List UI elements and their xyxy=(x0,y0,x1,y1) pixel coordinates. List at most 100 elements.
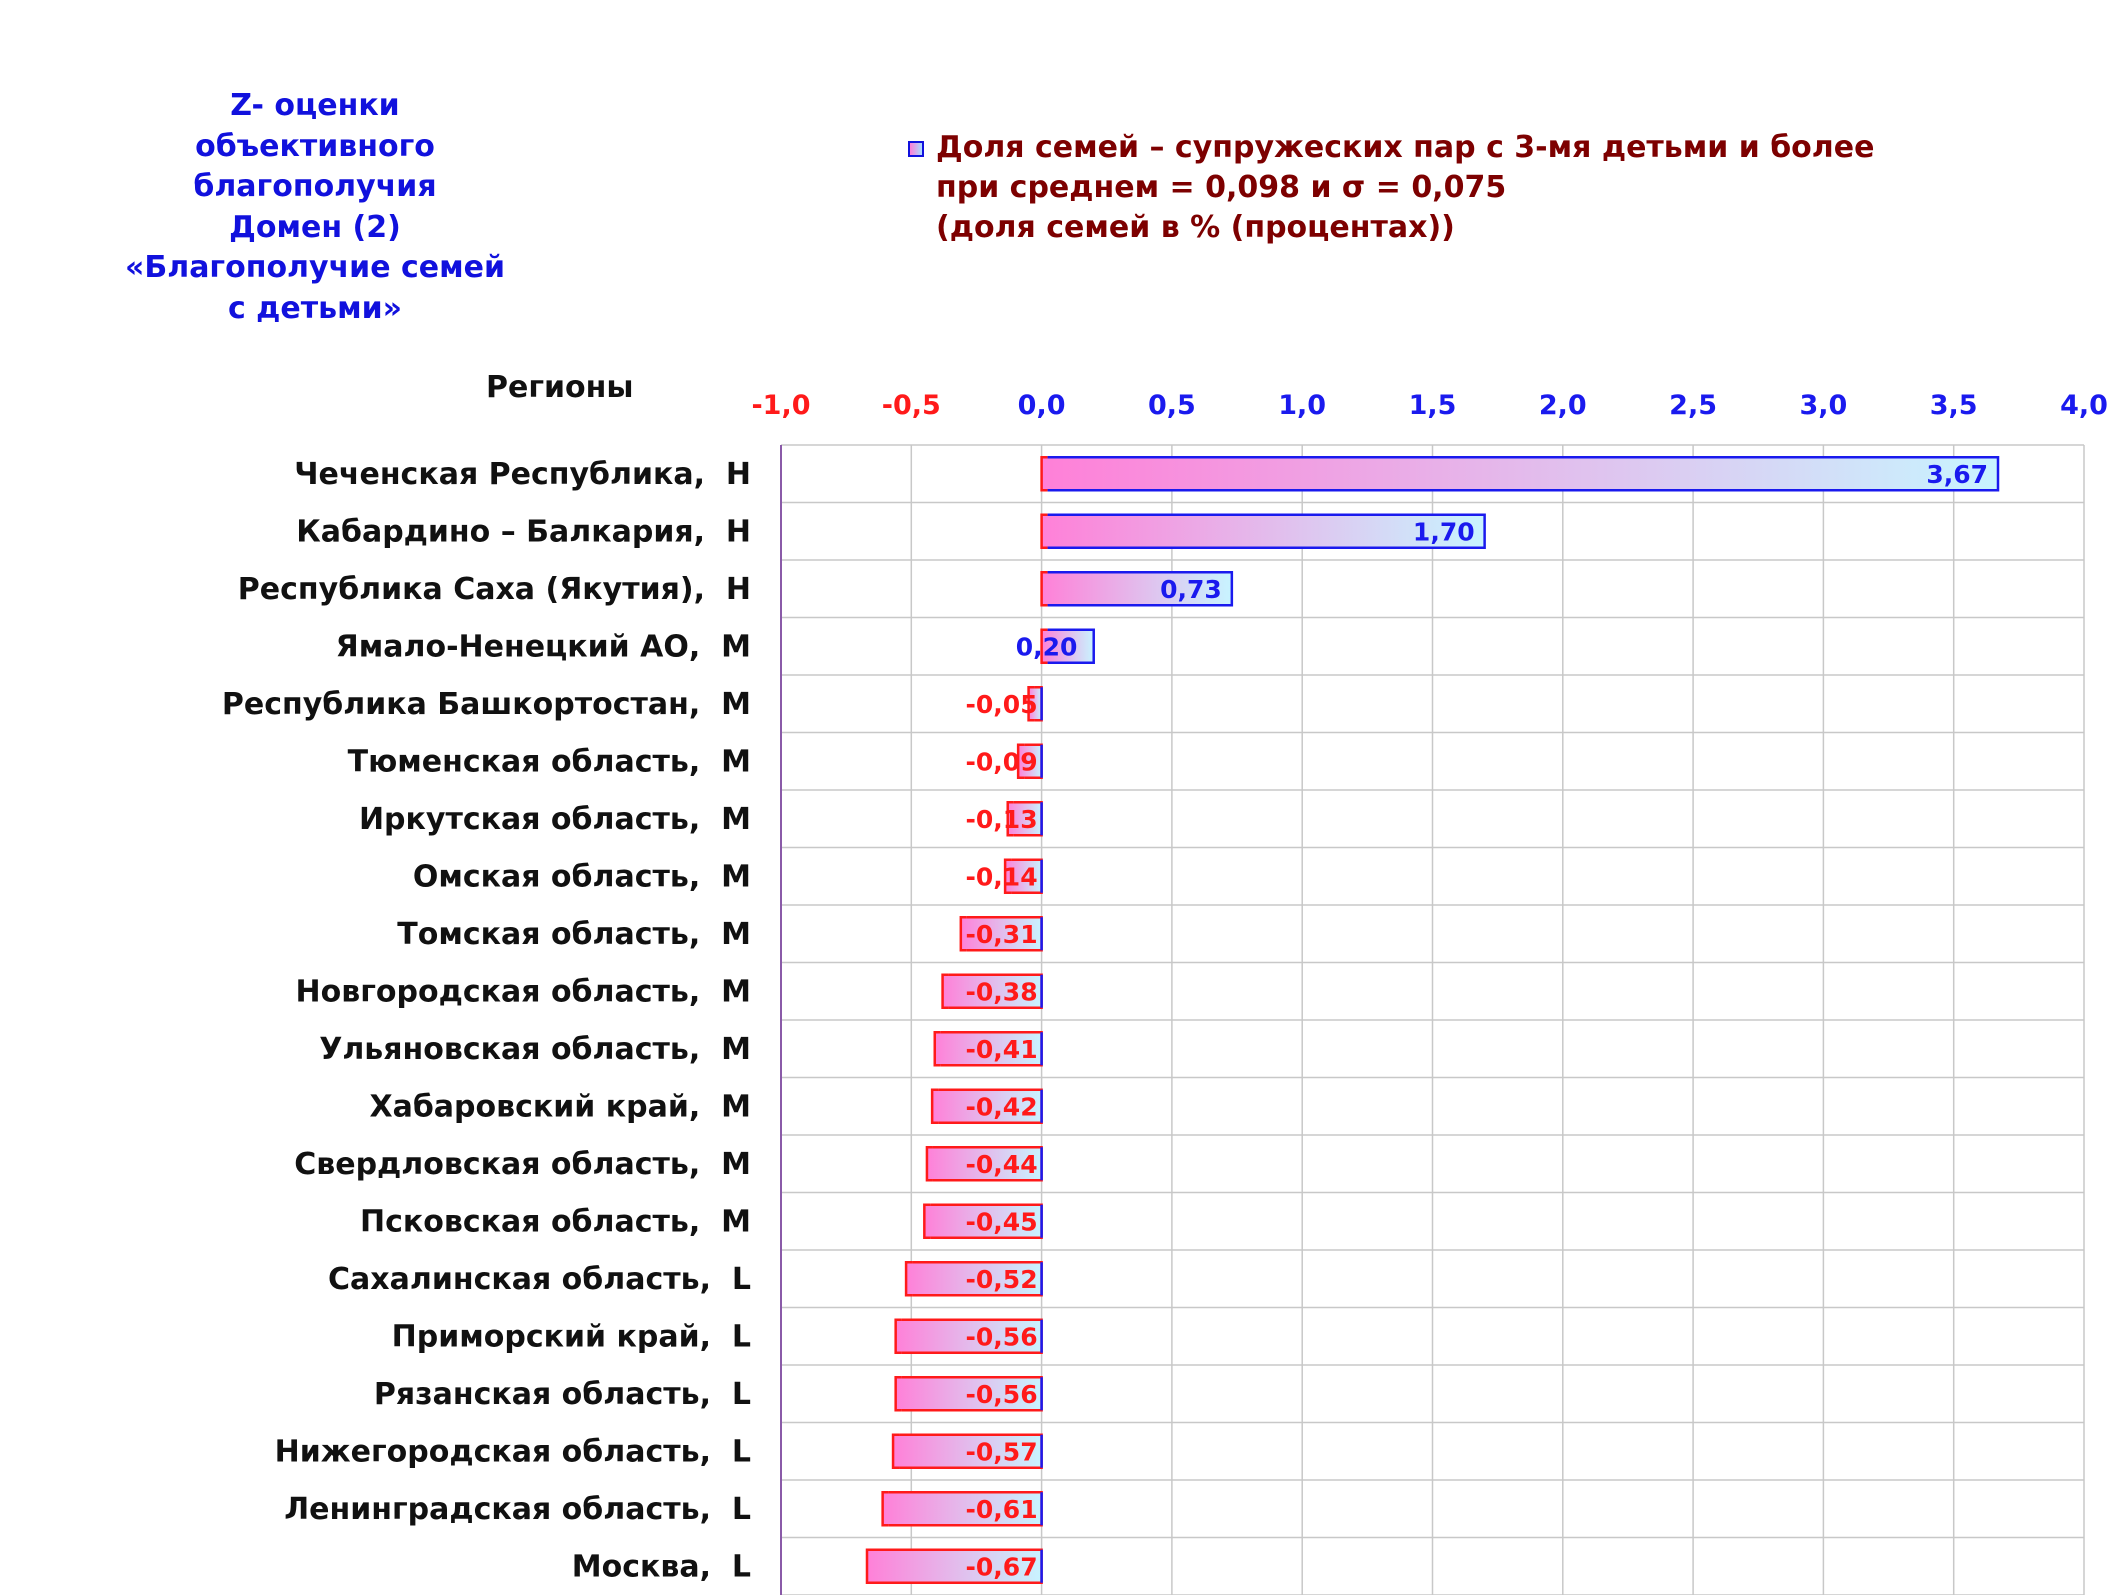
bar-outline-left xyxy=(1040,513,1048,549)
bar-group xyxy=(925,1146,1043,1182)
legend-line: (доля семей в % (процентах)) xyxy=(936,210,1455,245)
bar-group xyxy=(1016,743,1043,779)
bar-value-label: -0,31 xyxy=(966,920,1038,949)
side-title-line: благополучия xyxy=(193,169,437,204)
bar xyxy=(942,974,1042,1008)
bar xyxy=(895,1377,1042,1411)
x-tick-label: -1,0 xyxy=(751,390,810,421)
side-title-line: Домен (2) xyxy=(229,209,401,245)
bar-group xyxy=(933,1031,1043,1067)
bar-value-label: -0,44 xyxy=(966,1150,1038,1179)
chart-legend: Доля семей – супружеских пар с 3-мя деть… xyxy=(908,128,1874,248)
legend-line: при среднем = 0,098 и σ = 0,075 xyxy=(936,170,1507,205)
category-label: Иркутская область, M xyxy=(359,802,751,837)
category-label: Ульяновская область, M xyxy=(319,1032,751,1067)
x-tick-label: 0,0 xyxy=(1018,390,1066,421)
bar-group xyxy=(941,973,1043,1009)
bar-group xyxy=(881,1491,1043,1527)
bar-group xyxy=(891,1433,1043,1469)
bar-outline xyxy=(1047,513,1486,549)
bar-group xyxy=(1006,801,1043,837)
category-label: Нижегородская область, L xyxy=(275,1434,751,1469)
bar-outline-left xyxy=(891,1433,900,1469)
category-label: Томская область, M xyxy=(397,917,751,952)
bar-outline-left xyxy=(933,1031,941,1067)
bar-outline-left xyxy=(925,1146,933,1182)
bar-group xyxy=(865,1548,1043,1584)
category-label: Свердловская область, M xyxy=(294,1147,751,1182)
bar-outline-left xyxy=(1040,456,1048,492)
bar-value-label: -0,56 xyxy=(966,1322,1038,1351)
bar xyxy=(926,1147,1042,1181)
bar-outline-left xyxy=(1040,628,1048,664)
category-label: Омская область, M xyxy=(413,859,751,894)
bar xyxy=(882,1492,1042,1526)
bar-group xyxy=(904,1261,1043,1297)
bar-group xyxy=(1040,571,1234,607)
bar-value-label: -0,41 xyxy=(966,1035,1038,1064)
category-label: Приморский край, L xyxy=(392,1319,751,1354)
bar-outline-left xyxy=(904,1261,913,1297)
x-tick-label: 3,0 xyxy=(1799,390,1847,421)
bar xyxy=(932,1089,1042,1123)
side-title-line: «Благополучие семей xyxy=(124,250,506,285)
bar-value-label: -0,09 xyxy=(966,747,1038,776)
bar-outline-left xyxy=(941,973,949,1009)
bar-outline-left xyxy=(923,1203,931,1239)
x-tick-label: -0,5 xyxy=(882,390,941,421)
regions-axis-header: Регионы xyxy=(486,370,634,405)
bar-value-label: -0,67 xyxy=(966,1552,1038,1581)
bar-value-label: -0,05 xyxy=(966,690,1038,719)
category-label: Рязанская область, L xyxy=(374,1377,751,1412)
x-tick-label: 3,5 xyxy=(1930,390,1978,421)
bar-group xyxy=(894,1318,1043,1354)
bar-value-label: 0,73 xyxy=(1160,575,1222,604)
bar-value-label: -0,56 xyxy=(966,1380,1038,1409)
bar-group xyxy=(1040,456,2000,492)
bar-group xyxy=(1027,686,1043,722)
category-label: Республика Башкортостан, M xyxy=(222,687,751,722)
category-label: Ямало-Ненецкий АО, M xyxy=(336,629,751,664)
bar-outline-left xyxy=(959,916,967,952)
bar xyxy=(1028,687,1042,721)
bar xyxy=(906,1262,1042,1296)
bar xyxy=(1018,744,1042,778)
legend-swatch xyxy=(908,141,924,157)
bar xyxy=(1041,514,1485,548)
bar-outline-left xyxy=(894,1318,902,1354)
bar-outline-left xyxy=(1040,571,1048,607)
bar xyxy=(1041,629,1094,663)
bar-value-label: 1,70 xyxy=(1413,517,1475,546)
category-label: Ленинградская область, L xyxy=(284,1492,751,1527)
bar-outline xyxy=(1047,628,1095,664)
bar-value-label: 0,20 xyxy=(1016,632,1078,661)
bar-outline xyxy=(1047,571,1234,607)
bar-outline-left xyxy=(1016,743,1025,779)
bar-value-label: -0,42 xyxy=(966,1092,1038,1121)
side-title-line: Z- оценки xyxy=(230,88,400,123)
bar-outline-left xyxy=(865,1548,873,1584)
bar-group xyxy=(923,1203,1043,1239)
bar xyxy=(866,1549,1042,1583)
bar-value-label: 3,67 xyxy=(1926,460,1988,489)
bar-value-label: -0,52 xyxy=(966,1265,1038,1294)
bar-group xyxy=(930,1088,1043,1124)
category-label: Псковская область, M xyxy=(360,1204,751,1239)
bar xyxy=(934,1032,1042,1066)
x-tick-label: 1,0 xyxy=(1278,390,1326,421)
bar-outline-left xyxy=(930,1088,939,1124)
x-tick-label: 2,5 xyxy=(1669,390,1717,421)
category-label: Хабаровский край, M xyxy=(369,1089,751,1124)
x-tick-label: 1,5 xyxy=(1409,390,1457,421)
category-label: Республика Саха (Якутия), H xyxy=(238,572,751,607)
x-tick-label: 4,0 xyxy=(2060,390,2108,421)
category-label: Тюменская область, M xyxy=(348,744,751,779)
bar-value-label: -0,57 xyxy=(966,1437,1038,1466)
bar-value-label: -0,61 xyxy=(966,1495,1038,1524)
bar xyxy=(893,1434,1042,1468)
bar xyxy=(960,917,1042,951)
bar xyxy=(1007,802,1042,836)
category-label: Кабардино – Балкария, H xyxy=(296,514,751,549)
category-label: Чеченская Республика, H xyxy=(294,457,751,492)
